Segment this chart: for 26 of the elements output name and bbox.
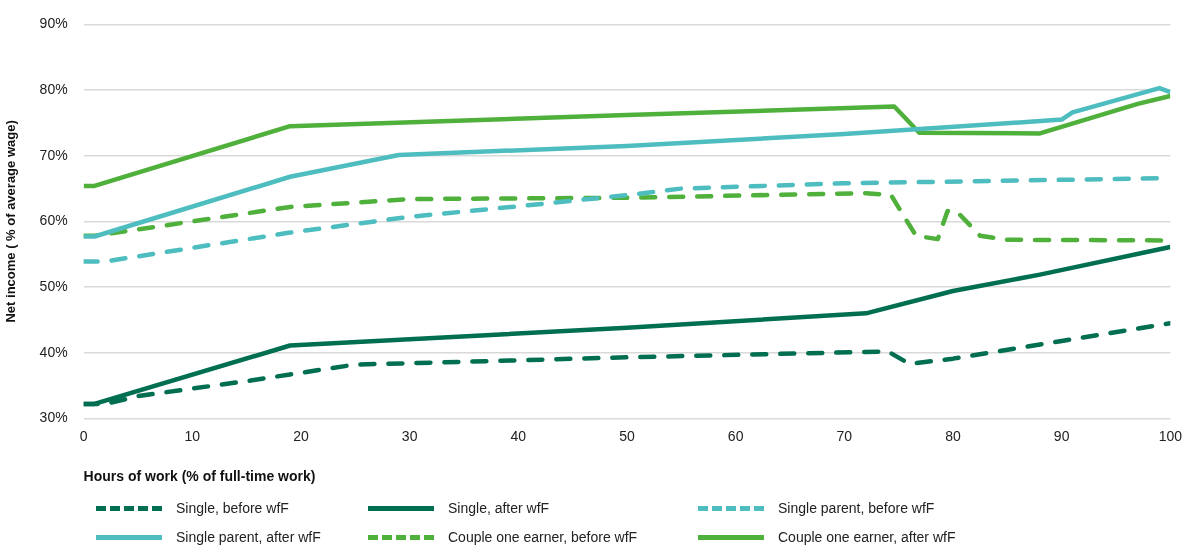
legend-label: Single parent, after wfF (176, 529, 321, 545)
legend-label: Single parent, before wfF (778, 500, 935, 516)
x-tick-label: 80 (945, 427, 961, 444)
y-tick-label: 30% (39, 409, 68, 426)
legend-label: Single, before wfF (176, 500, 289, 516)
x-tick-label: 70 (836, 427, 853, 444)
x-tick-label: 90 (1053, 427, 1070, 444)
legend-label: Couple one earner, after wfF (778, 529, 956, 545)
y-tick-label: 80% (39, 80, 68, 97)
y-tick-label: 40% (39, 343, 68, 360)
legend-label: Single, after wfF (448, 500, 550, 516)
x-tick-label: 40 (510, 427, 527, 444)
y-tick-label: 50% (39, 277, 68, 294)
y-tick-label: 90% (39, 15, 68, 32)
x-tick-label: 0 (79, 427, 88, 444)
x-tick-label: 50 (619, 427, 635, 444)
y-tick-label: 60% (39, 212, 68, 229)
x-tick-label: 20 (293, 427, 309, 444)
x-tick-label: 30 (401, 427, 418, 444)
x-axis-title: Hours of work (% of full-time work) (83, 468, 316, 485)
x-tick-label: 100 (1158, 427, 1183, 444)
y-axis-title: Net income ( % of average wage) (3, 120, 19, 323)
legend-label: Couple one earner, before wfF (448, 529, 638, 545)
x-tick-label: 10 (184, 427, 201, 444)
x-tick-label: 60 (727, 427, 744, 444)
y-tick-label: 70% (39, 146, 68, 163)
